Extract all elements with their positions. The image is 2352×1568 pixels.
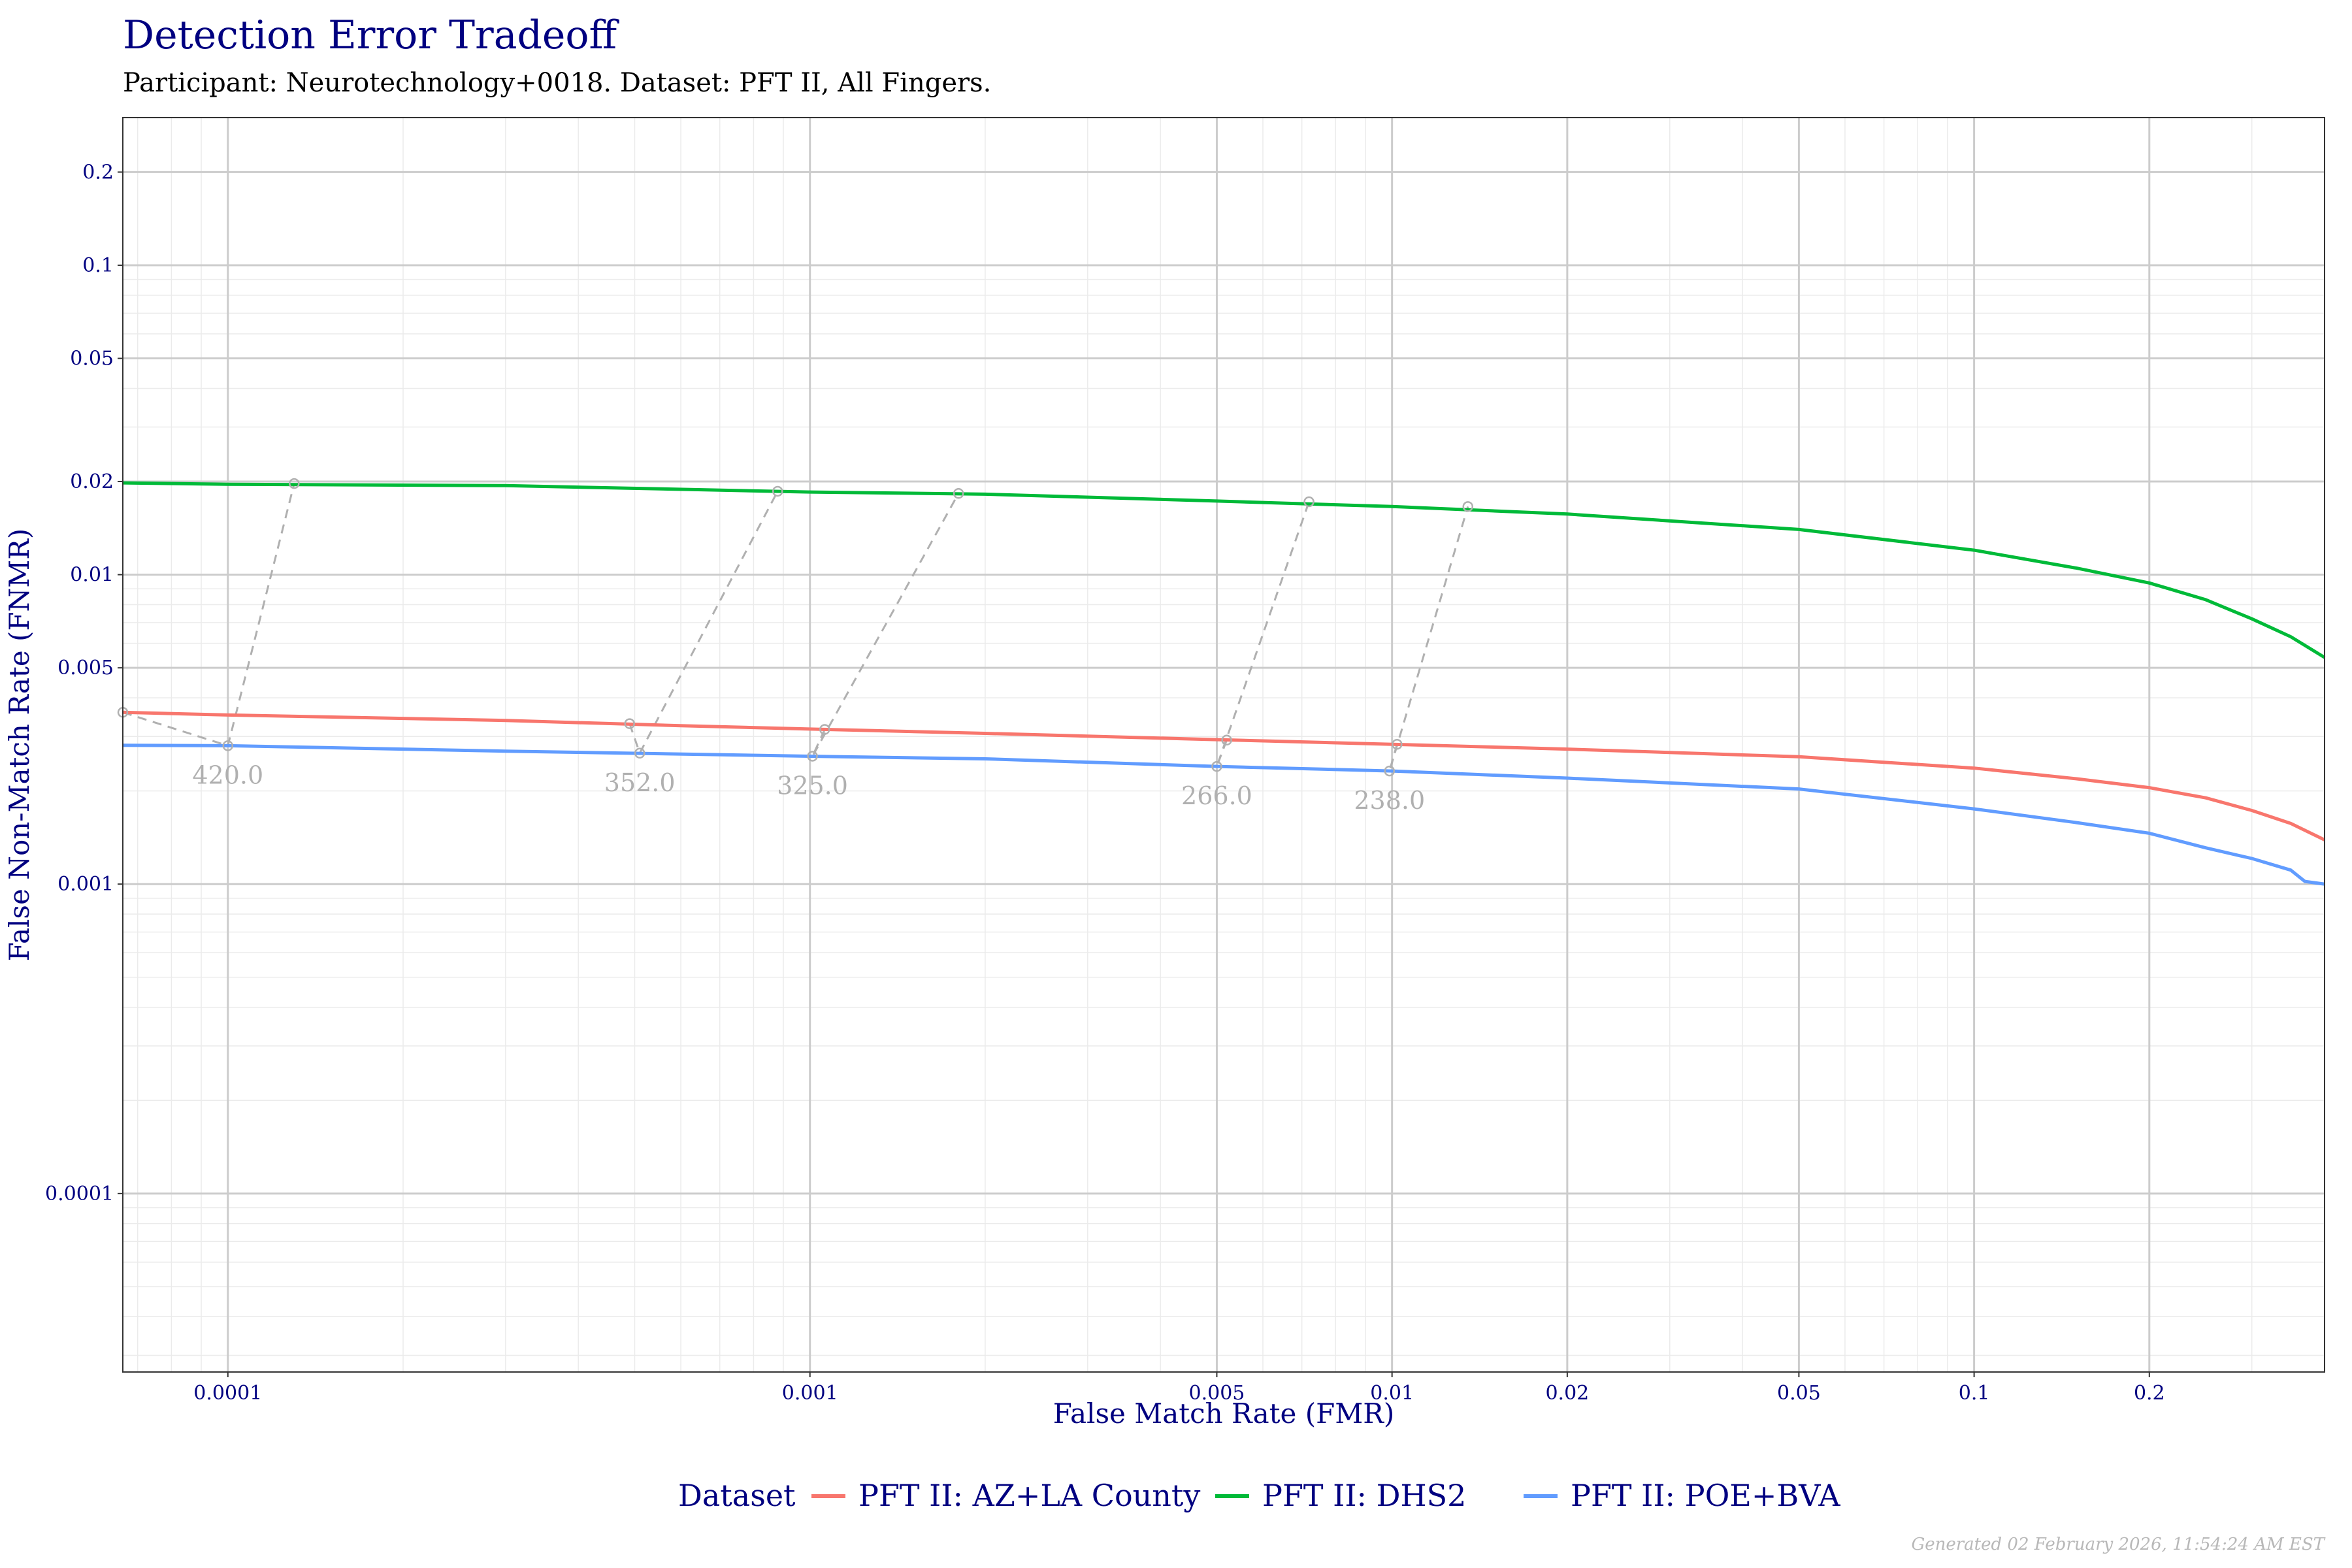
threshold-connector	[1388, 506, 1469, 772]
x-tick-label: 0.02	[1545, 1382, 1589, 1405]
legend-label: PFT II: DHS2	[1262, 1478, 1466, 1513]
threshold-marker	[772, 485, 783, 497]
threshold-label: 325.0	[777, 771, 848, 800]
threshold-label: 420.0	[192, 760, 263, 789]
chart-subtitle: Participant: Neurotechnology+0018. Datas…	[123, 68, 991, 98]
threshold-marker	[953, 488, 964, 499]
y-axis-title: False Non-Match Rate (FNMR)	[3, 529, 35, 962]
threshold-connector	[629, 491, 779, 756]
x-axis-title: False Match Rate (FMR)	[1053, 1397, 1395, 1429]
y-tick-label: 0.01	[70, 564, 114, 587]
threshold-label: 266.0	[1181, 781, 1252, 810]
series-line	[122, 710, 2326, 841]
major-grid	[123, 118, 2325, 1372]
x-tick-label: 0.1	[1959, 1382, 1990, 1405]
x-axis-ticks: 0.0001 0.001 0.005 0.01 0.02 0.05 0.1 0.2	[193, 1372, 2165, 1405]
threshold-marker	[1211, 760, 1222, 772]
y-tick-label: 0.0001	[45, 1183, 114, 1205]
threshold-markers: 420.0 352.0 325.0 266.0 238.0	[117, 478, 1474, 815]
threshold-marker	[634, 747, 645, 759]
legend: Dataset PFT II: AZ+LA County PFT II: DHS2…	[678, 1478, 1840, 1513]
generated-footer: Generated 02 February 2026, 11:54:24 AM …	[1911, 1535, 2325, 1554]
threshold-label: 238.0	[1354, 786, 1425, 815]
threshold-label: 352.0	[604, 768, 676, 797]
y-tick-label: 0.1	[82, 254, 114, 277]
legend-label: PFT II: AZ+LA County	[858, 1478, 1200, 1513]
x-tick-label: 0.01	[1370, 1382, 1414, 1405]
series-line	[122, 743, 2325, 886]
x-tick-label: 0.005	[1189, 1382, 1245, 1405]
legend-title: Dataset	[678, 1478, 796, 1513]
threshold-marker	[1221, 734, 1232, 746]
series-line	[122, 481, 2326, 659]
y-tick-label: 0.02	[70, 470, 114, 493]
threshold-marker	[807, 751, 818, 762]
x-tick-label: 0.001	[782, 1382, 838, 1405]
threshold-connector	[122, 483, 295, 747]
threshold-connector	[811, 493, 960, 757]
legend-label: PFT II: POE+BVA	[1571, 1478, 1840, 1513]
chart-title: Detection Error Tradeoff	[123, 12, 620, 58]
y-tick-label: 0.2	[82, 161, 114, 184]
y-tick-label: 0.005	[57, 657, 114, 679]
y-tick-label: 0.001	[57, 873, 114, 896]
threshold-marker	[1392, 738, 1403, 750]
threshold-marker	[1462, 501, 1474, 512]
threshold-marker	[222, 740, 234, 751]
threshold-marker	[624, 718, 635, 729]
x-tick-label: 0.2	[2134, 1382, 2165, 1405]
series-lines	[122, 481, 2326, 886]
threshold-marker	[1303, 496, 1315, 508]
y-tick-label: 0.05	[70, 348, 114, 370]
x-tick-label: 0.0001	[193, 1382, 262, 1405]
x-tick-label: 0.05	[1777, 1382, 1821, 1405]
threshold-marker	[1384, 765, 1396, 777]
y-axis-ticks: 0.0001 0.001 0.005 0.01 0.02 0.05 0.1 0.2	[45, 161, 123, 1205]
threshold-marker	[819, 724, 830, 735]
threshold-marker	[289, 478, 300, 489]
panel-border	[122, 117, 2325, 1373]
